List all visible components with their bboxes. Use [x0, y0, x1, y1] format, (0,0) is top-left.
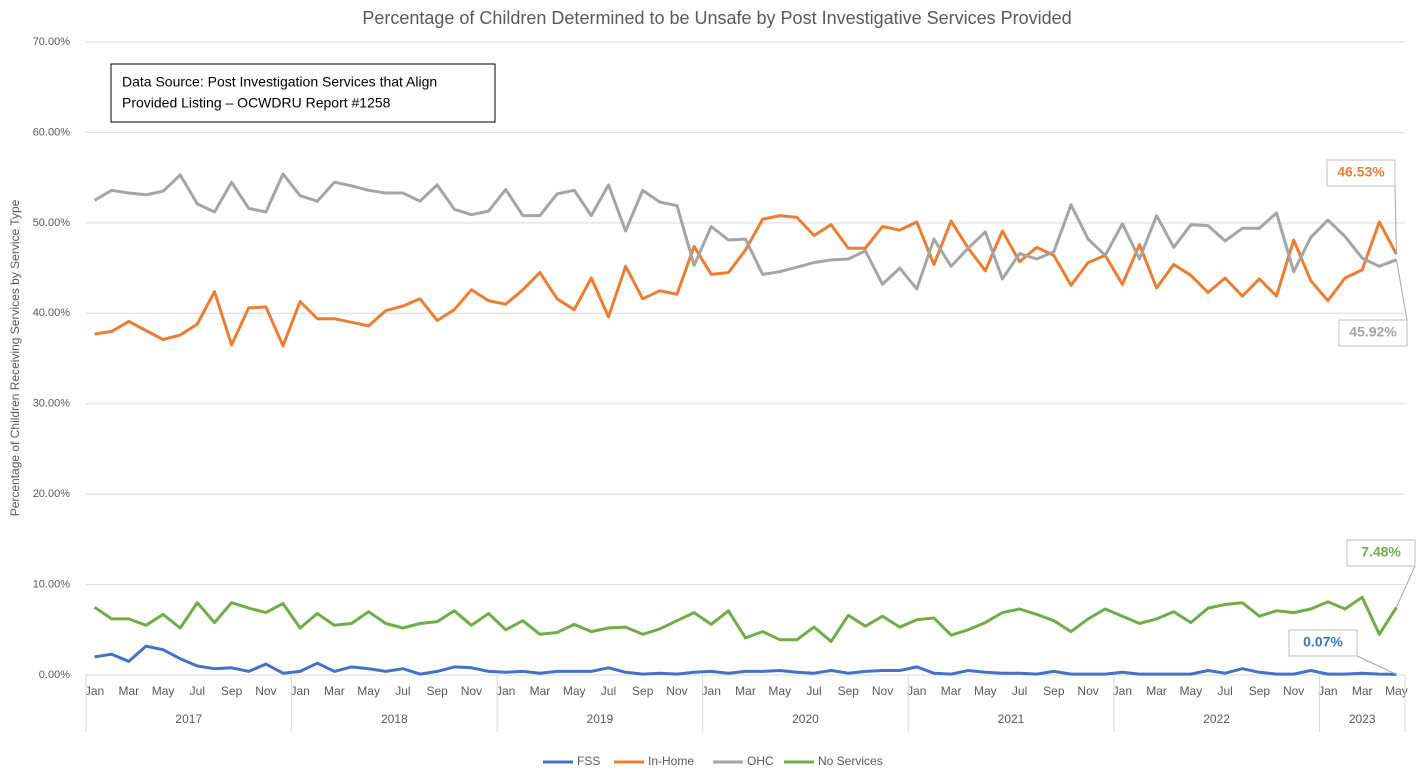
x-tick-label: Nov — [1283, 684, 1304, 698]
end-value-label: 7.48% — [1361, 544, 1401, 560]
callout-leader — [1395, 259, 1408, 321]
end-value-label: 0.07% — [1303, 634, 1343, 650]
x-tick-label: Sep — [1249, 684, 1271, 698]
y-tick-label: 20.00% — [33, 488, 71, 500]
x-tick-label: Nov — [1077, 684, 1098, 698]
x-tick-label: Jan — [1318, 684, 1337, 698]
x-tick-label: Mar — [1146, 684, 1167, 698]
y-tick-label: 60.00% — [33, 126, 71, 138]
x-tick-label: May — [1385, 684, 1408, 698]
annotation-box — [110, 63, 496, 123]
callout-leader — [1394, 185, 1397, 255]
x-tick-label: Mar — [530, 684, 551, 698]
callout-leader — [1356, 655, 1397, 675]
annotation-line: Data Source: Post Investigation Services… — [122, 74, 437, 90]
x-tick-label: Mar — [735, 684, 756, 698]
x-tick-label: Jan — [907, 684, 926, 698]
x-tick-label: Nov — [255, 684, 276, 698]
year-label: 2018 — [381, 712, 408, 726]
legend-label: FSS — [577, 754, 600, 768]
x-tick-label: Jan — [702, 684, 721, 698]
legend-label: In-Home — [648, 754, 694, 768]
callout-leader — [1395, 565, 1416, 608]
x-tick-label: May — [1180, 684, 1203, 698]
callout-box — [1326, 159, 1396, 187]
x-tick-label: Mar — [324, 684, 345, 698]
x-tick-label: Mar — [118, 684, 139, 698]
x-tick-label: May — [563, 684, 586, 698]
year-label: 2019 — [587, 712, 614, 726]
legend: FSS In-Home OHC No Services — [543, 754, 883, 768]
y-tick-label: 0.00% — [39, 669, 70, 681]
year-label: 2017 — [175, 712, 202, 726]
x-tick-label: Sep — [632, 684, 654, 698]
callout-box — [1288, 629, 1358, 657]
y-tick-label: 50.00% — [33, 217, 71, 229]
x-tick-label: Nov — [461, 684, 482, 698]
callout-box — [1346, 539, 1416, 567]
x-tick-label: Nov — [872, 684, 893, 698]
x-tick-label: Jan — [290, 684, 309, 698]
callout-box — [1338, 319, 1408, 347]
year-label: 2021 — [998, 712, 1025, 726]
annotation-line: Provided Listing – OCWDRU Report #1258 — [122, 95, 391, 111]
x-tick-label: Jul — [806, 684, 821, 698]
x-tick-label: Jul — [601, 684, 616, 698]
x-tick-label: Jul — [1217, 684, 1232, 698]
x-tick-label: Jul — [190, 684, 205, 698]
y-tick-label: 10.00% — [33, 578, 71, 590]
series-line — [93, 172, 1397, 291]
year-label: 2020 — [792, 712, 819, 726]
x-tick-label: Mar — [941, 684, 962, 698]
y-tick-label: 70.00% — [33, 36, 71, 48]
x-tick-label: May — [768, 684, 791, 698]
series-line — [94, 214, 1398, 348]
legend-label: OHC — [747, 754, 774, 768]
x-tick-label: Nov — [666, 684, 687, 698]
x-tick-label: May — [152, 684, 175, 698]
series-line — [93, 595, 1398, 643]
x-tick-label: Jan — [1113, 684, 1132, 698]
x-tick-label: Sep — [1043, 684, 1065, 698]
x-tick-label: May — [974, 684, 997, 698]
year-label: 2022 — [1203, 712, 1230, 726]
x-tick-label: Jul — [395, 684, 410, 698]
x-tick-label: Sep — [838, 684, 860, 698]
x-tick-label: Jan — [496, 684, 515, 698]
legend-label: No Services — [818, 754, 883, 768]
series-line — [94, 644, 1397, 676]
x-tick-label: Sep — [426, 684, 448, 698]
y-tick-label: 40.00% — [33, 307, 71, 319]
end-value-label: 45.92% — [1349, 324, 1397, 340]
y-tick-label: 30.00% — [33, 398, 71, 410]
y-axis-label: Percentage of Children Receiving Service… — [8, 199, 22, 516]
x-tick-label: Mar — [1352, 684, 1373, 698]
chart-title: Percentage of Children Determined to be … — [362, 8, 1071, 28]
x-tick-label: May — [357, 684, 380, 698]
end-value-label: 46.53% — [1337, 164, 1385, 180]
x-tick-label: Jul — [1012, 684, 1027, 698]
x-tick-label: Sep — [221, 684, 243, 698]
x-tick-label: Jan — [85, 684, 104, 698]
year-label: 2023 — [1349, 712, 1376, 726]
